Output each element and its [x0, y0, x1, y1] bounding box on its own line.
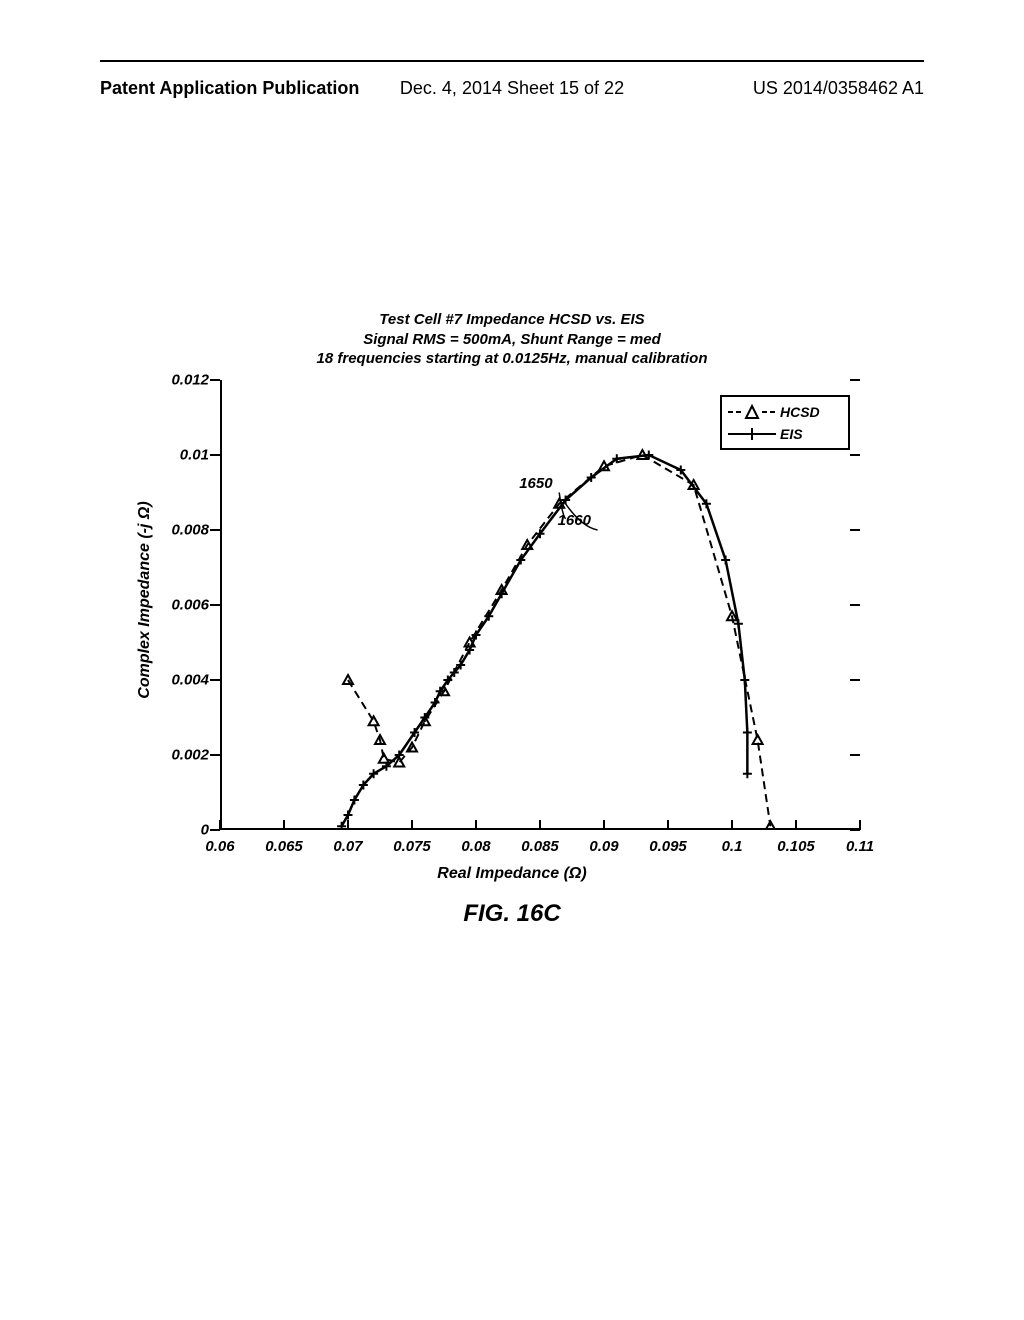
y-tick-label: 0 [201, 822, 209, 839]
y-tick-label: 0.008 [171, 522, 209, 539]
plus-solid-icon [728, 425, 776, 443]
annotation-label: 1660 [558, 512, 591, 529]
x-tick [667, 820, 669, 830]
figure-label: FIG. 16C [463, 900, 560, 928]
triangle-dashed-icon [728, 403, 776, 421]
y-tick-label: 0.002 [171, 747, 209, 764]
x-tick-label: 0.105 [777, 838, 815, 855]
x-tick [603, 820, 605, 830]
y-tick-label: 0.012 [171, 372, 209, 389]
y-tick [850, 379, 860, 381]
x-tick [475, 820, 477, 830]
y-tick [210, 679, 220, 681]
y-tick [850, 679, 860, 681]
y-tick [210, 754, 220, 756]
x-tick [283, 820, 285, 830]
legend-label-eis: EIS [780, 426, 803, 442]
x-tick [219, 820, 221, 830]
y-tick-label: 0.01 [180, 447, 209, 464]
x-tick-label: 0.065 [265, 838, 303, 855]
header-left-text: Patent Application Publication [100, 78, 359, 99]
chart-title-line2: Signal RMS = 500mA, Shunt Range = med [317, 330, 708, 350]
header-center-text: Dec. 4, 2014 Sheet 15 of 22 [400, 78, 624, 99]
x-tick-label: 0.1 [722, 838, 743, 855]
legend-label-hcsd: HCSD [780, 404, 820, 420]
annotation-label: 1650 [519, 475, 552, 492]
chart-title-line1: Test Cell #7 Impedance HCSD vs. EIS [317, 310, 708, 330]
y-tick-label: 0.006 [171, 597, 209, 614]
x-tick-label: 0.085 [521, 838, 559, 855]
y-tick [850, 529, 860, 531]
y-tick-label: 0.004 [171, 672, 209, 689]
x-tick [795, 820, 797, 830]
x-tick-label: 0.09 [589, 838, 618, 855]
y-tick [210, 454, 220, 456]
y-tick [850, 454, 860, 456]
x-tick-label: 0.095 [649, 838, 687, 855]
x-tick-label: 0.11 [846, 838, 874, 855]
chart-title-line3: 18 frequencies starting at 0.0125Hz, man… [317, 349, 708, 369]
x-tick-label: 0.07 [333, 838, 362, 855]
y-tick [850, 754, 860, 756]
x-tick-label: 0.06 [205, 838, 234, 855]
x-tick-label: 0.08 [461, 838, 490, 855]
x-tick [859, 820, 861, 830]
x-tick-label: 0.075 [393, 838, 431, 855]
legend: HCSD EIS [720, 395, 850, 450]
header-rule [100, 60, 924, 62]
x-tick [411, 820, 413, 830]
y-tick [850, 604, 860, 606]
x-tick [731, 820, 733, 830]
y-tick [210, 529, 220, 531]
x-axis-title: Real Impedance (Ω) [437, 865, 586, 883]
y-tick [210, 379, 220, 381]
legend-item-hcsd: HCSD [728, 401, 842, 423]
legend-item-eis: EIS [728, 423, 842, 445]
y-axis-title: Complex Impedance (-j Ω) [136, 501, 154, 698]
y-tick [210, 604, 220, 606]
chart-title: Test Cell #7 Impedance HCSD vs. EIS Sign… [317, 310, 708, 369]
x-tick [347, 820, 349, 830]
x-tick [539, 820, 541, 830]
header-right-text: US 2014/0358462 A1 [753, 78, 924, 99]
